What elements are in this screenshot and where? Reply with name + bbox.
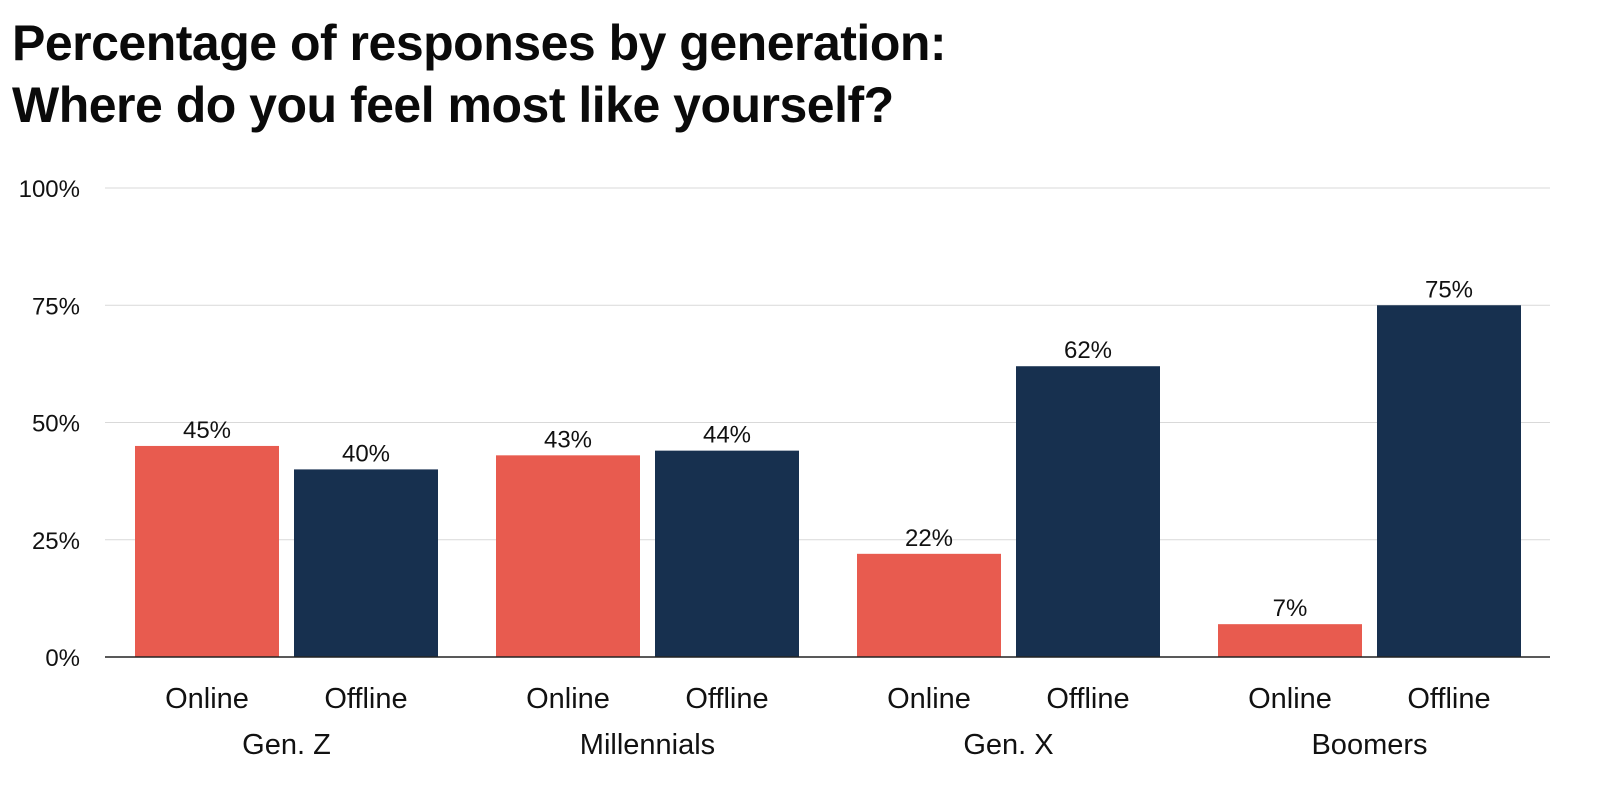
group-label: Millennials [580, 729, 715, 761]
category-label: Online [165, 683, 249, 715]
data-label: 62% [1064, 337, 1112, 364]
category-label: Online [1248, 683, 1332, 715]
bar-online [1218, 624, 1362, 657]
bar-offline [655, 450, 799, 657]
group-label: Gen. X [963, 729, 1053, 761]
category-label: Online [526, 683, 610, 715]
bar-online [857, 553, 1001, 657]
data-label: 45% [183, 417, 231, 444]
data-label: 44% [703, 422, 751, 449]
data-label: 43% [544, 426, 592, 453]
category-label: Online [887, 683, 971, 715]
y-tick-label: 100% [19, 176, 80, 203]
category-label: Offline [1407, 683, 1490, 715]
group-label: Gen. Z [242, 729, 331, 761]
category-label: Offline [685, 683, 768, 715]
bar-online [135, 445, 279, 657]
y-tick-label: 25% [32, 528, 80, 555]
chart-title-line-1: Percentage of responses by generation: [12, 15, 947, 71]
data-label: 40% [342, 440, 390, 467]
bar-online [496, 455, 640, 657]
y-tick-label: 50% [32, 411, 80, 438]
category-label: Offline [1046, 683, 1129, 715]
data-label: 7% [1273, 595, 1308, 622]
bar-offline [1016, 366, 1160, 657]
data-label: 22% [905, 525, 953, 552]
chart-title: Percentage of responses by generation: W… [12, 12, 947, 136]
y-tick-label: 0% [45, 645, 80, 672]
group-label: Boomers [1311, 729, 1427, 761]
y-tick-label: 75% [32, 293, 80, 320]
chart-title-line-2: Where do you feel most like yourself? [12, 77, 894, 133]
data-label: 75% [1425, 276, 1473, 303]
category-label: Offline [324, 683, 407, 715]
bar-offline [1377, 305, 1521, 657]
bar-offline [294, 469, 438, 657]
